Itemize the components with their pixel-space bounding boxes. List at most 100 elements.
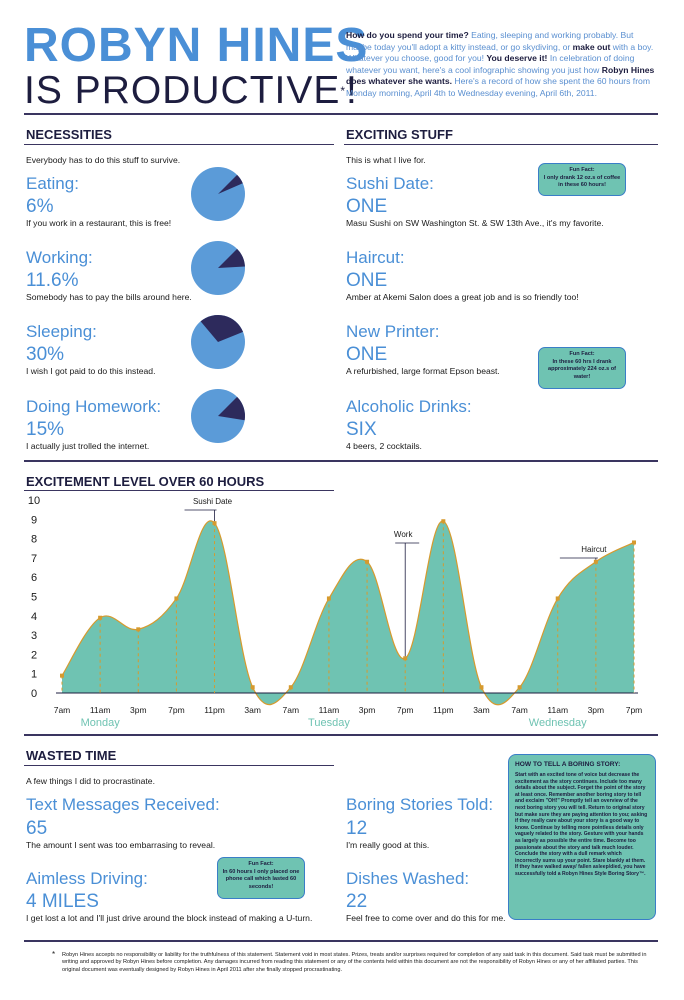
exciting-label: Alcoholic Drinks: — [346, 397, 472, 416]
wasted-rule — [24, 765, 334, 766]
intro-part: How do you spend your time? — [346, 30, 469, 40]
day-label: Wednesday — [529, 717, 587, 729]
annotation-label: Haircut — [581, 545, 607, 554]
boring-story-box: HOW TO TELL A BORING STORY: Start with a… — [508, 754, 656, 920]
footer-asterisk: * — [52, 950, 56, 959]
necessity-label: Eating: — [26, 174, 79, 193]
data-point — [403, 656, 408, 661]
data-point — [250, 685, 255, 690]
pie-slice-group — [218, 396, 245, 421]
fun-fact-title: Fun Fact: — [569, 167, 595, 173]
data-point — [326, 596, 331, 601]
wasted-value: 65 — [26, 818, 48, 839]
pie-slice-group — [218, 174, 243, 194]
necessity-value: 6% — [26, 196, 54, 217]
data-point — [174, 596, 179, 601]
x-tick-label: 11am — [90, 705, 111, 715]
necessities-subtitle: Everybody has to do this stuff to surviv… — [26, 155, 181, 165]
exciting-subtitle: This is what I live for. — [346, 155, 426, 165]
necessity-note: I wish I got paid to do this instead. — [26, 366, 156, 376]
data-point — [593, 559, 598, 564]
necessity-pies — [191, 167, 245, 443]
day-label: Monday — [81, 717, 121, 729]
y-tick-label: 8 — [31, 534, 37, 546]
x-tick-label: 3am — [473, 705, 490, 715]
x-tick-label: 7am — [54, 705, 71, 715]
intro-part: Eating, sleeping and working probably. B… — [346, 30, 634, 52]
intro-part: Robyn Hines does whatever she wants. — [346, 64, 655, 87]
exciting-note: 4 beers, 2 cocktails. — [346, 441, 422, 451]
exciting-value: ONE — [346, 344, 388, 365]
wasted-title: WASTED TIME — [26, 748, 117, 763]
annotation-label: Sushi Date — [193, 497, 233, 506]
y-tick-label: 5 — [31, 592, 37, 604]
x-tick-label: 3pm — [588, 705, 605, 715]
title-exclaim: ! — [346, 69, 358, 112]
section-rule — [24, 734, 658, 736]
wasted-value: 12 — [346, 818, 368, 839]
title-productive-text: IS PRODUCTIVE — [24, 69, 341, 112]
necessity-note: I actually just trolled the internet. — [26, 441, 150, 451]
exciting-note: Masu Sushi on SW Washington St. & SW 13t… — [346, 218, 604, 228]
wasted-note: The amount I sent was too embarrasing to… — [26, 840, 216, 850]
exciting-rule — [344, 144, 658, 145]
x-tick-label: 11am — [547, 705, 568, 715]
x-tick-label: 7pm — [626, 705, 643, 715]
pie-slice — [218, 248, 245, 268]
necessity-label: Working: — [26, 248, 93, 267]
y-tick-label: 2 — [31, 649, 37, 661]
wasted-label: Dishes Washed: — [346, 869, 470, 888]
fun-fact-water: Fun Fact: In these 60 hrs I drank approx… — [538, 347, 626, 389]
intro-part: make out — [572, 41, 611, 52]
boring-story-title: HOW TO TELL A BORING STORY: — [515, 761, 621, 768]
wasted-value: 4 MILES — [26, 891, 99, 912]
pie-slice-group — [200, 315, 244, 342]
x-tick-label: 11am — [319, 705, 340, 715]
necessities-title: NECESSITIES — [26, 127, 112, 142]
wasted-value: 22 — [346, 891, 368, 912]
footer-rule — [24, 940, 658, 942]
necessities-rule — [24, 144, 334, 145]
fun-fact-text: In these 60 hrs I drank approximately 22… — [547, 358, 617, 380]
excitement-chart: 0 1 2 3 4 5 6 7 8 9 10 7am 11am 3pm 7pm 11pm 3am 7am 11am 3… — [28, 495, 643, 729]
wasted-note: Feel free to come over and do this for m… — [346, 913, 506, 923]
exciting-value: SIX — [346, 419, 377, 440]
day-label: Tuesday — [308, 717, 350, 729]
necessity-label: Doing Homework: — [26, 397, 162, 416]
fun-fact-text: In 60 hours I only placed one phone call… — [222, 868, 300, 890]
data-point — [136, 627, 141, 632]
wasted-note: I get lost a lot and I'll just drive aro… — [26, 913, 313, 923]
title-productive: IS PRODUCTIVE*! — [24, 70, 358, 112]
title-name: ROBYN HINES — [24, 19, 369, 72]
exciting-note: A refurbished, large format Epson beast. — [346, 366, 500, 376]
exciting-label: Sushi Date: — [346, 174, 434, 193]
x-tick-label: 7am — [511, 705, 528, 715]
data-point — [632, 540, 636, 545]
chart-title-rule — [24, 490, 334, 491]
necessity-note: If you work in a restaurant, this is fre… — [26, 218, 172, 228]
necessity-value: 30% — [26, 344, 65, 365]
x-tick-label: 7am — [283, 705, 300, 715]
fun-fact-coffee: Fun Fact: I only drank 12 oz.s of coffee… — [538, 163, 626, 196]
x-tick-label: 7pm — [168, 705, 185, 715]
y-tick-label: 10 — [28, 495, 40, 507]
necessity-value: 15% — [26, 419, 65, 440]
data-point — [60, 673, 64, 678]
data-point — [212, 521, 217, 526]
x-tick-label: 7pm — [397, 705, 414, 715]
necessity-note: Somebody has to pay the bills around her… — [26, 292, 192, 302]
x-tick-label: 3pm — [130, 705, 147, 715]
fun-fact-title: Fun Fact: — [569, 351, 595, 357]
exciting-label: New Printer: — [346, 322, 440, 341]
chart-title: EXCITEMENT LEVEL OVER 60 HOURS — [26, 474, 265, 489]
y-tick-label: 0 — [31, 688, 37, 700]
necessity-label: Sleeping: — [26, 322, 97, 341]
y-tick-label: 7 — [31, 553, 37, 565]
necessity-value: 11.6% — [26, 270, 79, 291]
x-tick-label: 11pm — [204, 705, 225, 715]
exciting-value: ONE — [346, 196, 388, 217]
footer-disclaimer: Robyn Hines accepts no responsibility or… — [62, 952, 647, 973]
pie-slice — [200, 315, 244, 342]
intro-part: You deserve it! — [486, 53, 548, 64]
y-tick-label: 4 — [31, 611, 37, 623]
